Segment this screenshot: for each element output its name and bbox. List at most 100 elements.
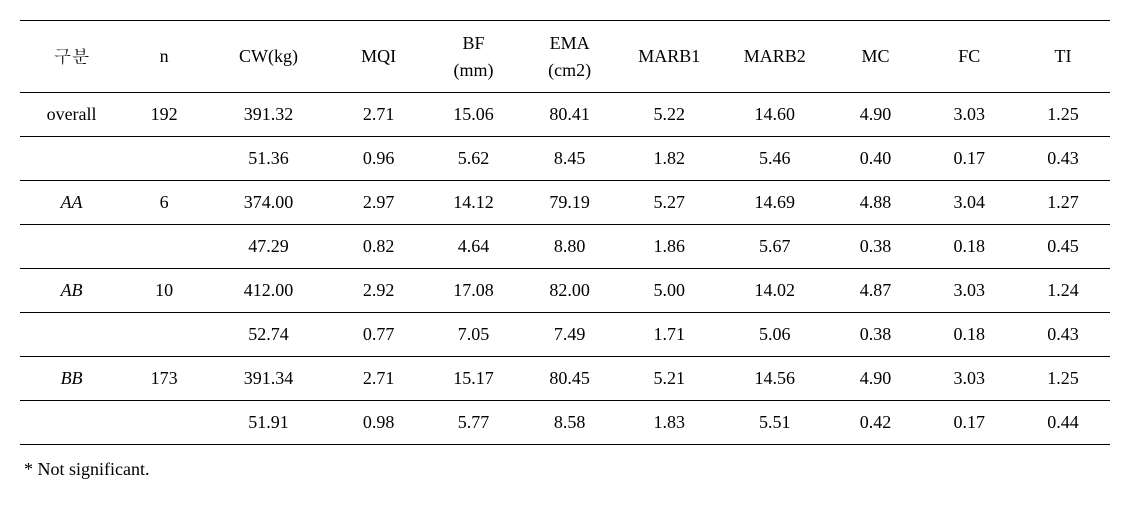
cell-marb1: 5.27 <box>618 181 721 225</box>
cell-mqi: 2.71 <box>332 93 426 137</box>
cell-fc-sd: 0.17 <box>922 137 1016 181</box>
header-ema-bot: (cm2) <box>526 57 614 83</box>
cell-cw: 374.00 <box>205 181 332 225</box>
table-row: overall192391.322.7115.0680.415.2214.604… <box>20 93 1110 137</box>
cell-empty <box>123 313 205 357</box>
header-mc: MC <box>829 21 923 93</box>
cell-fc: 3.03 <box>922 93 1016 137</box>
header-mqi: MQI <box>332 21 426 93</box>
header-marb1: MARB1 <box>618 21 721 93</box>
header-ema-top: EMA <box>526 30 614 56</box>
cell-mc: 4.88 <box>829 181 923 225</box>
row-label: AA <box>20 181 123 225</box>
cell-ti: 1.25 <box>1016 357 1110 401</box>
header-n: n <box>123 21 205 93</box>
cell-n: 192 <box>123 93 205 137</box>
cell-mc-sd: 0.40 <box>829 137 923 181</box>
cell-empty <box>123 225 205 269</box>
cell-mqi-sd: 0.98 <box>332 401 426 445</box>
data-table-container: 구분 n CW(kg) MQI BF (mm) EMA (cm2) MARB1 <box>20 20 1110 480</box>
table-row: 52.740.777.057.491.715.060.380.180.43 <box>20 313 1110 357</box>
header-fc: FC <box>922 21 1016 93</box>
cell-bf-sd: 4.64 <box>425 225 521 269</box>
cell-ema-sd: 8.58 <box>522 401 618 445</box>
table-row: AA6374.002.9714.1279.195.2714.694.883.04… <box>20 181 1110 225</box>
cell-marb1-sd: 1.71 <box>618 313 721 357</box>
cell-ema-sd: 7.49 <box>522 313 618 357</box>
footnote: * Not significant. <box>20 445 1110 480</box>
cell-cw: 412.00 <box>205 269 332 313</box>
cell-fc-sd: 0.18 <box>922 225 1016 269</box>
cell-mc: 4.87 <box>829 269 923 313</box>
cell-marb1: 5.21 <box>618 357 721 401</box>
cell-mqi: 2.92 <box>332 269 426 313</box>
cell-bf: 15.17 <box>425 357 521 401</box>
table-row: 51.910.985.778.581.835.510.420.170.44 <box>20 401 1110 445</box>
row-label: AB <box>20 269 123 313</box>
cell-mc: 4.90 <box>829 93 923 137</box>
cell-marb1: 5.22 <box>618 93 721 137</box>
cell-n: 173 <box>123 357 205 401</box>
cell-mc-sd: 0.38 <box>829 225 923 269</box>
cell-cw-sd: 47.29 <box>205 225 332 269</box>
cell-ti-sd: 0.45 <box>1016 225 1110 269</box>
header-bf-top: BF <box>429 30 517 56</box>
header-gubun: 구분 <box>20 21 123 93</box>
table-row: 47.290.824.648.801.865.670.380.180.45 <box>20 225 1110 269</box>
cell-cw-sd: 52.74 <box>205 313 332 357</box>
cell-ema: 80.45 <box>522 357 618 401</box>
cell-ema: 82.00 <box>522 269 618 313</box>
cell-cw: 391.32 <box>205 93 332 137</box>
header-bf-bot: (mm) <box>429 57 517 83</box>
table-row: BB173391.342.7115.1780.455.2114.564.903.… <box>20 357 1110 401</box>
cell-ti: 1.27 <box>1016 181 1110 225</box>
cell-mc-sd: 0.42 <box>829 401 923 445</box>
cell-empty <box>20 401 123 445</box>
cell-ema: 79.19 <box>522 181 618 225</box>
cell-marb2: 14.56 <box>721 357 829 401</box>
cell-empty <box>123 401 205 445</box>
header-bf: BF (mm) <box>425 21 521 93</box>
data-table: 구분 n CW(kg) MQI BF (mm) EMA (cm2) MARB1 <box>20 20 1110 445</box>
cell-mqi-sd: 0.77 <box>332 313 426 357</box>
table-row: AB10412.002.9217.0882.005.0014.024.873.0… <box>20 269 1110 313</box>
cell-ema-sd: 8.45 <box>522 137 618 181</box>
cell-empty <box>20 137 123 181</box>
header-cw: CW(kg) <box>205 21 332 93</box>
cell-marb1-sd: 1.83 <box>618 401 721 445</box>
cell-ti-sd: 0.44 <box>1016 401 1110 445</box>
cell-mc: 4.90 <box>829 357 923 401</box>
cell-bf-sd: 5.62 <box>425 137 521 181</box>
cell-fc: 3.03 <box>922 269 1016 313</box>
cell-ema-sd: 8.80 <box>522 225 618 269</box>
cell-mqi: 2.97 <box>332 181 426 225</box>
cell-fc-sd: 0.18 <box>922 313 1016 357</box>
cell-ti-sd: 0.43 <box>1016 137 1110 181</box>
table-row: 51.360.965.628.451.825.460.400.170.43 <box>20 137 1110 181</box>
row-label: BB <box>20 357 123 401</box>
cell-marb2-sd: 5.67 <box>721 225 829 269</box>
cell-marb2: 14.60 <box>721 93 829 137</box>
header-marb2: MARB2 <box>721 21 829 93</box>
cell-marb1-sd: 1.82 <box>618 137 721 181</box>
cell-marb1: 5.00 <box>618 269 721 313</box>
cell-mqi: 2.71 <box>332 357 426 401</box>
cell-ti: 1.25 <box>1016 93 1110 137</box>
cell-bf-sd: 7.05 <box>425 313 521 357</box>
table-body: overall192391.322.7115.0680.415.2214.604… <box>20 93 1110 445</box>
header-ti: TI <box>1016 21 1110 93</box>
cell-mqi-sd: 0.96 <box>332 137 426 181</box>
cell-bf: 17.08 <box>425 269 521 313</box>
cell-n: 6 <box>123 181 205 225</box>
cell-marb2-sd: 5.51 <box>721 401 829 445</box>
cell-bf: 15.06 <box>425 93 521 137</box>
cell-empty <box>20 225 123 269</box>
cell-marb2-sd: 5.06 <box>721 313 829 357</box>
cell-marb2-sd: 5.46 <box>721 137 829 181</box>
cell-fc: 3.03 <box>922 357 1016 401</box>
row-label: overall <box>20 93 123 137</box>
cell-mqi-sd: 0.82 <box>332 225 426 269</box>
cell-fc-sd: 0.17 <box>922 401 1016 445</box>
cell-ti: 1.24 <box>1016 269 1110 313</box>
cell-cw-sd: 51.36 <box>205 137 332 181</box>
